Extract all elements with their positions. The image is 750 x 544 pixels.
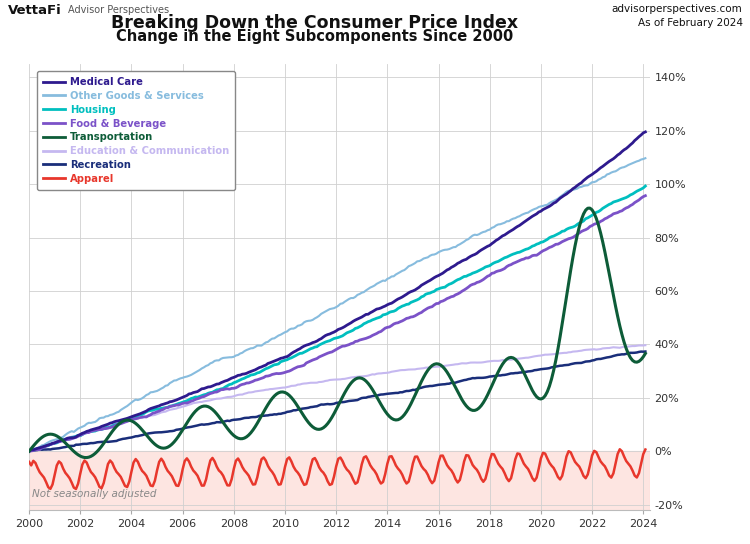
- Text: VettaFi: VettaFi: [8, 4, 62, 17]
- Text: Change in the Eight Subcomponents Since 2000: Change in the Eight Subcomponents Since …: [116, 29, 514, 44]
- Bar: [29, 451, 650, 531]
- Text: Breaking Down the Consumer Price Index: Breaking Down the Consumer Price Index: [112, 14, 518, 32]
- Text: Advisor Perspectives: Advisor Perspectives: [68, 5, 169, 15]
- Text: advisorperspectives.com
As of February 2024: advisorperspectives.com As of February 2…: [612, 4, 742, 28]
- Text: Not seasonally adjusted: Not seasonally adjusted: [32, 489, 157, 499]
- Legend: Medical Care, Other Goods & Services, Housing, Food & Beverage, Transportation, : Medical Care, Other Goods & Services, Ho…: [38, 71, 236, 190]
